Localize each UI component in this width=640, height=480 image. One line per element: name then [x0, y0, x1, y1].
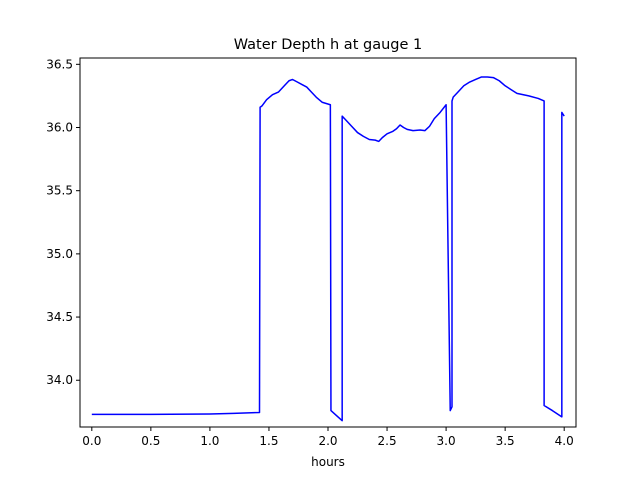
x-tick-label: 3.5 [496, 434, 515, 448]
y-tick-label: 36.0 [46, 121, 73, 135]
y-tick-label: 35.0 [46, 247, 73, 261]
chart-title: Water Depth h at gauge 1 [234, 37, 422, 53]
y-tick-label: 35.5 [46, 184, 73, 198]
x-tick-label: 2.0 [318, 434, 337, 448]
x-tick-label: 1.0 [200, 434, 219, 448]
x-axis: 0.0 0.5 1.0 1.5 2.0 2.5 3.0 3.5 4.0 [82, 427, 574, 448]
x-tick-label: 1.5 [259, 434, 278, 448]
series-line-water-depth [91, 76, 565, 422]
x-tick-label: 4.0 [555, 434, 574, 448]
x-tick-label: 3.0 [437, 434, 456, 448]
x-tick-label: 0.0 [82, 434, 101, 448]
y-axis: 34.0 34.5 35.0 35.5 36.0 36.5 [46, 57, 80, 387]
y-tick-label: 36.5 [46, 57, 73, 71]
y-tick-label: 34.0 [46, 373, 73, 387]
x-axis-label: hours [311, 455, 345, 469]
x-tick-label: 2.5 [378, 434, 397, 448]
y-tick-label: 34.5 [46, 310, 73, 324]
x-tick-label: 0.5 [141, 434, 160, 448]
